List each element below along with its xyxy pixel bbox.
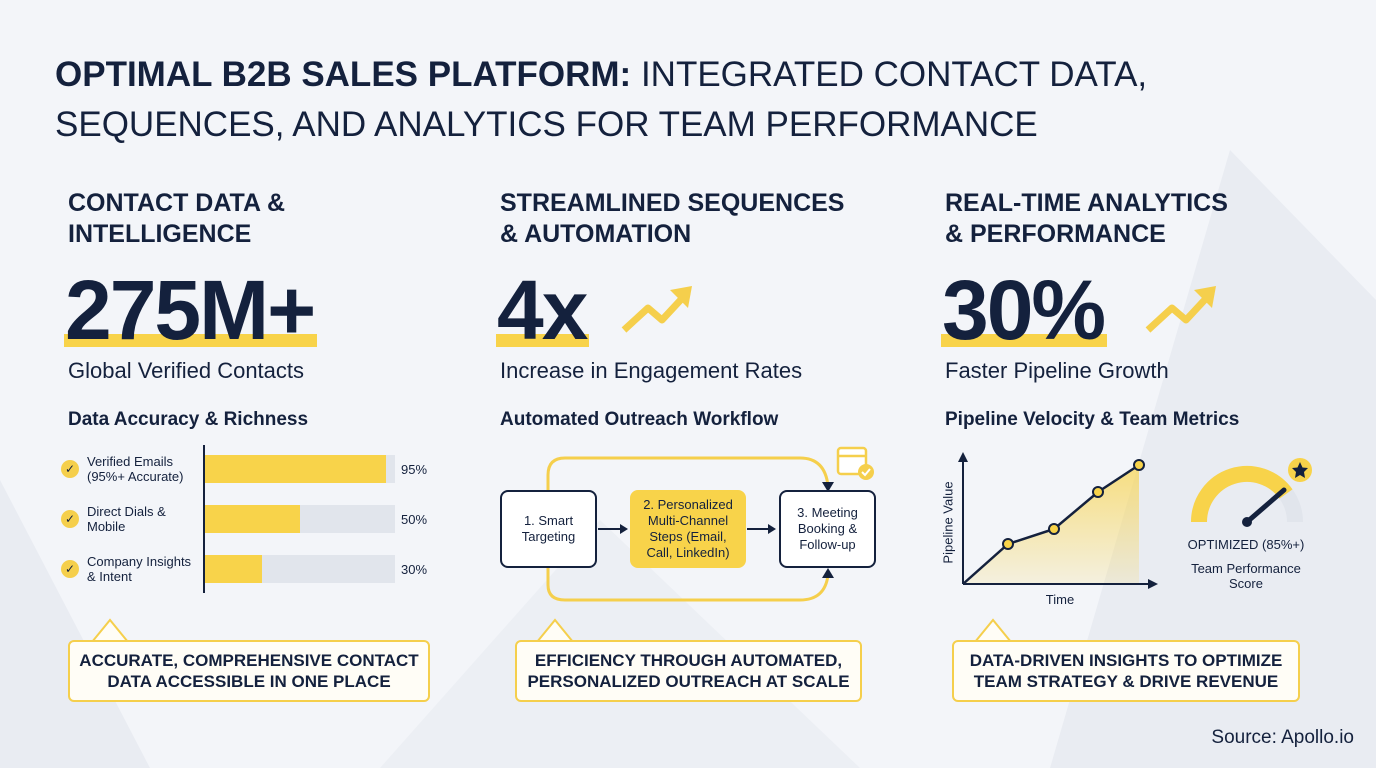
bar-label: Company Insights & Intent xyxy=(87,554,191,584)
gauge-label-line: Team Performance xyxy=(1191,561,1301,576)
stat-label: Global Verified Contacts xyxy=(68,358,305,383)
callout-line: TEAM STRATEGY & DRIVE REVENUE xyxy=(973,672,1279,691)
bar-value-label: 30% xyxy=(401,562,428,577)
stat: 275M+ xyxy=(65,263,316,357)
bar-label-line: & Intent xyxy=(87,569,132,584)
callout-line: DATA ACCESSIBLE IN ONE PLACE xyxy=(107,672,391,691)
stat: 30% xyxy=(942,263,1106,357)
workflow-step-line: Call, LinkedIn) xyxy=(646,545,730,560)
workflow-step-line: Follow-up xyxy=(799,537,856,552)
check-icon: ✓ xyxy=(61,510,79,528)
stat-label: Faster Pipeline Growth xyxy=(945,358,1169,383)
bar-label-line: Verified Emails xyxy=(87,454,173,469)
y-axis-label: Pipeline Value xyxy=(940,481,956,564)
gauge-label: Team Performance Score xyxy=(1176,561,1316,591)
check-icon: ✓ xyxy=(61,460,79,478)
gauge-label-line: Score xyxy=(1229,576,1263,591)
stat-label: Increase in Engagement Rates xyxy=(500,358,803,383)
workflow-step: 2. Personalized Multi-Channel Steps (Email… xyxy=(630,490,746,568)
section-title: Pipeline Velocity & Team Metrics xyxy=(945,409,1240,430)
callout: EFFICIENCY THROUGH AUTOMATED, PERSONALIZE… xyxy=(515,640,862,702)
column-heading-line: & PERFORMANCE xyxy=(945,220,1166,248)
check-icon: ✓ xyxy=(61,560,79,578)
stat: 4x xyxy=(497,263,588,357)
callout: DATA-DRIVEN INSIGHTS TO OPTIMIZE TEAM STR… xyxy=(952,640,1300,702)
bar-label: Direct Dials & Mobile xyxy=(87,504,166,534)
bar-label-line: Company Insights xyxy=(87,554,192,569)
section-title: Automated Outreach Workflow xyxy=(500,409,779,430)
stat-highlight xyxy=(496,334,590,347)
bar xyxy=(205,555,262,583)
column-heading: CONTACT DATA & INTELLIGENCE xyxy=(68,188,285,250)
bar xyxy=(205,505,300,533)
section-title: Data Accuracy & Richness xyxy=(68,409,309,430)
workflow-step-line: 3. Meeting xyxy=(797,505,858,520)
workflow-step-line: 1. Smart xyxy=(523,513,574,528)
bar-label-line: Mobile xyxy=(87,519,126,534)
workflow-step-line: Booking & xyxy=(797,521,858,536)
column-heading-line: & AUTOMATION xyxy=(500,220,692,248)
bar-value-label: 50% xyxy=(401,512,428,527)
title: OPTIMAL B2B SALES PLATFORM: INTEGRATED C… xyxy=(55,55,1148,144)
bar-label: Verified Emails (95%+ Accurate) xyxy=(87,454,183,484)
bar-label-line: Direct Dials & xyxy=(87,504,166,519)
column-heading-line: STREAMLINED SEQUENCES xyxy=(500,189,845,217)
callout-line: DATA-DRIVEN INSIGHTS TO OPTIMIZE xyxy=(969,651,1283,670)
bar xyxy=(205,455,386,483)
column-heading-line: INTELLIGENCE xyxy=(68,220,252,248)
callout-line: ACCURATE, COMPREHENSIVE CONTACT xyxy=(79,651,419,670)
x-axis-label: Time xyxy=(1045,592,1075,607)
callout-line: EFFICIENCY THROUGH AUTOMATED, xyxy=(534,651,843,670)
stat-highlight xyxy=(941,334,1108,347)
column-heading: REAL-TIME ANALYTICS & PERFORMANCE xyxy=(945,188,1228,250)
gauge-status: OPTIMIZED (85%+) xyxy=(1187,537,1305,552)
workflow-step-line: Targeting xyxy=(521,529,576,544)
bar-value-label: 95% xyxy=(401,462,428,477)
workflow-step-line: Multi-Channel xyxy=(647,513,729,528)
workflow-step-line: Steps (Email, xyxy=(649,529,727,544)
column-heading: STREAMLINED SEQUENCES & AUTOMATION xyxy=(500,188,844,250)
bar-axis xyxy=(203,445,205,593)
workflow-step: 1. Smart Targeting xyxy=(500,490,597,568)
workflow-step: 3. Meeting Booking & Follow-up xyxy=(779,490,876,568)
column-heading-line: REAL-TIME ANALYTICS xyxy=(945,189,1228,217)
stat-highlight xyxy=(64,334,318,347)
column-heading-line: CONTACT DATA & xyxy=(68,189,286,217)
source: Source: Apollo.io xyxy=(1211,727,1354,748)
callout-line: PERSONALIZED OUTREACH AT SCALE xyxy=(527,672,850,691)
workflow-step-line: 2. Personalized xyxy=(643,497,733,512)
bar-label-line: (95%+ Accurate) xyxy=(87,469,184,484)
callout: ACCURATE, COMPREHENSIVE CONTACT DATA ACCE… xyxy=(68,640,430,702)
